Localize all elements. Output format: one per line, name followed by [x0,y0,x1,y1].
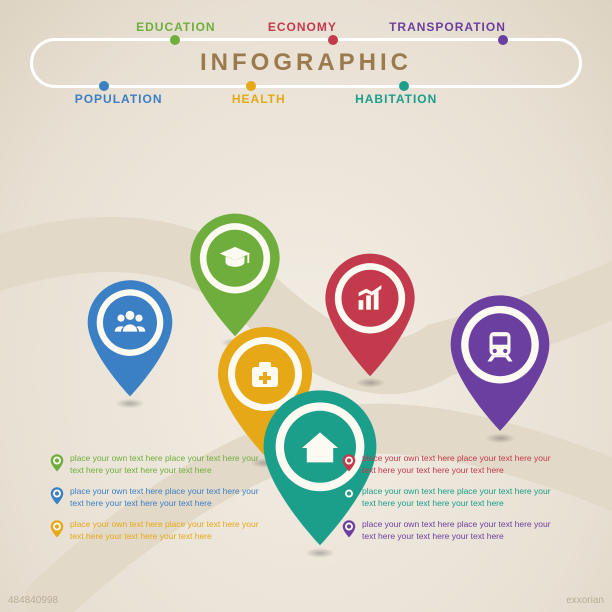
map-pin-area [0,130,612,470]
watermark-id: 484840998 [8,595,58,606]
legend-item-habitation: place your own text here place your text… [342,486,562,509]
map-pin-education [188,212,283,340]
legend-text: place your own text here place your text… [70,519,270,542]
header: EDUCATION ECONOMY TRANSPORATION INFOGRAPHI… [0,0,612,106]
legend: place your own text here place your text… [0,453,612,552]
category-label-health: HEALTH [232,92,286,106]
legend-text: place your own text here place your text… [70,486,270,509]
legend-item-health: place your own text here place your text… [50,519,270,542]
legend-left-column: place your own text here place your text… [50,453,270,552]
train-icon [487,332,512,361]
legend-item-economy: place your own text here place your text… [342,453,562,476]
pill-dot-population [99,81,109,91]
main-title: INFOGRAPHIC [200,49,412,77]
bottom-category-labels: POPULATION HEALTH HABITATION [0,88,612,106]
map-pin-population [85,279,175,401]
category-label-population: POPULATION [75,92,163,106]
legend-text: place your own text here place your text… [70,453,270,476]
category-label-economy: ECONOMY [268,20,337,34]
pill-dot-education [170,35,180,45]
category-label-education: EDUCATION [136,20,215,34]
legend-item-population: place your own text here place your text… [50,486,270,509]
title-pill: INFOGRAPHIC [30,38,582,88]
top-category-labels: EDUCATION ECONOMY TRANSPORATION [0,20,612,38]
pill-dot-economy [328,35,338,45]
map-pin-transportation [448,293,553,435]
map-pin-economy [323,252,418,380]
watermark-credit: exxorian [566,595,604,606]
legend-item-transportation: place your own text here place your text… [342,519,562,542]
legend-item-education: place your own text here place your text… [50,453,270,476]
legend-right-column: place your own text here place your text… [342,453,562,552]
category-label-transportation: TRANSPORATION [389,20,506,34]
legend-text: place your own text here place your text… [362,453,562,476]
pill-dot-transportation [498,35,508,45]
legend-text: place your own text here place your text… [362,519,562,542]
category-label-habitation: HABITATION [355,92,437,106]
legend-text: place your own text here place your text… [362,486,562,509]
